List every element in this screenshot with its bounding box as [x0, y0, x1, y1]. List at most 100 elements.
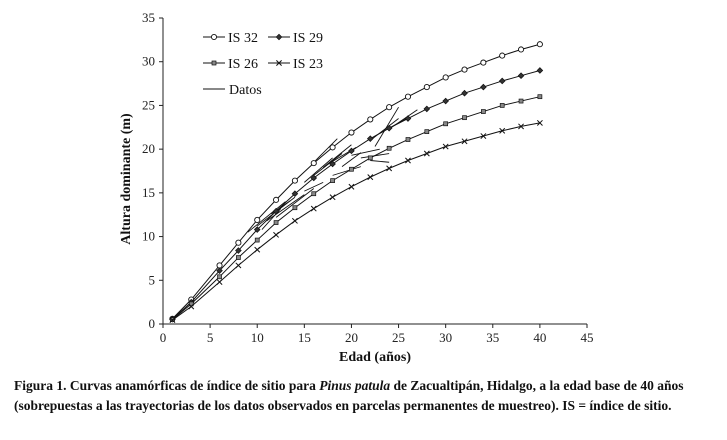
point-diamond [329, 160, 336, 168]
point-square [217, 274, 222, 280]
legend-item: IS 26 [203, 57, 258, 72]
point-circle [536, 41, 543, 48]
point-circle [348, 129, 355, 136]
observed-trajectory [370, 160, 390, 163]
y-tick-label: 35 [142, 10, 155, 25]
axes: 0 5 10 15 20 25 30 35 40 45 0 5 10 15 20 25 30 35 [142, 10, 594, 345]
point-x [235, 262, 242, 269]
point-x [423, 150, 430, 157]
x-tick-label: 20 [345, 330, 358, 345]
point-circle [210, 33, 218, 41]
point-x [405, 157, 411, 164]
point-diamond [366, 135, 374, 142]
point-diamond [442, 97, 449, 105]
point-x [216, 279, 223, 285]
series-line [172, 122, 540, 321]
point-circle [254, 216, 261, 224]
point-circle [423, 84, 430, 91]
observed-trajectory [275, 188, 315, 218]
observed-trajectory [351, 148, 380, 156]
legend-label: IS 32 [228, 31, 258, 46]
point-diamond [404, 115, 412, 122]
point-square [292, 205, 298, 211]
point-circle [442, 74, 449, 81]
legend: IS 32 IS 29 IS 26 IS 23 Datos [203, 31, 323, 98]
point-square [405, 137, 411, 142]
point-square [443, 121, 449, 127]
series-is-26 [170, 94, 543, 322]
series-line [172, 43, 541, 320]
point-circle [291, 177, 298, 184]
point-square [537, 94, 543, 100]
point-circle [386, 104, 393, 111]
point-diamond [348, 147, 355, 155]
point-square [211, 60, 217, 66]
point-diamond [423, 105, 431, 113]
point-x [480, 133, 487, 139]
legend-label: IS 23 [293, 57, 323, 72]
point-diamond [517, 72, 525, 79]
y-tick-label: 0 [149, 316, 156, 331]
point-diamond [253, 226, 261, 233]
point-circle [461, 66, 468, 73]
observed-trajectory [341, 152, 362, 167]
point-diamond [310, 174, 318, 182]
point-x [367, 174, 374, 181]
y-tick-label: 10 [142, 229, 155, 244]
point-diamond [216, 267, 223, 274]
x-tick-label: 15 [298, 330, 311, 345]
y-tick-label: 5 [149, 272, 156, 287]
point-circle [499, 52, 506, 59]
plot-area [169, 41, 544, 324]
point-square [462, 115, 467, 121]
point-x [536, 119, 543, 126]
point-square [236, 255, 241, 260]
point-square [499, 103, 505, 108]
series-is-23 [169, 119, 543, 324]
point-square [330, 178, 335, 183]
y-tick-label: 15 [142, 185, 155, 200]
observed-trajectory [374, 106, 399, 147]
point-diamond [461, 89, 468, 97]
point-circle [273, 196, 280, 203]
point-square [273, 220, 279, 225]
series-is-32 [169, 41, 543, 322]
point-x [499, 127, 506, 134]
x-tick-label: 35 [486, 330, 499, 345]
legend-label: IS 29 [293, 31, 323, 46]
x-tick-label: 25 [392, 330, 405, 345]
point-diamond [536, 67, 544, 74]
observed-trajectory [322, 144, 352, 168]
point-x [329, 194, 336, 201]
point-circle [329, 144, 336, 151]
point-circle [517, 46, 525, 53]
legend-item: Datos [203, 83, 262, 98]
point-square [311, 191, 317, 197]
observed-trajectory [304, 181, 324, 192]
point-x [188, 303, 195, 310]
point-circle [404, 93, 412, 100]
point-square [518, 98, 524, 104]
observed-trajectory [332, 166, 361, 176]
point-x [442, 143, 449, 150]
point-square [367, 155, 373, 161]
point-circle [235, 239, 242, 246]
point-diamond [272, 207, 280, 215]
figure-caption: Figura 1. Curvas anamórficas de índice d… [14, 376, 719, 416]
point-diamond [385, 124, 393, 132]
caption-rest: de Zacualtipán, Hidalgo, a la edad base … [14, 378, 684, 413]
x-tick-label: 5 [207, 330, 214, 345]
observed-trajectory [370, 118, 399, 141]
observed-trajectory [313, 153, 343, 176]
observed-trajectory [304, 157, 333, 183]
point-circle [216, 262, 223, 269]
observed-trajectory [313, 138, 338, 163]
y-axis-title: Altura dominante (m) [119, 113, 134, 245]
point-circle [310, 160, 317, 167]
y-tick-label: 30 [142, 54, 155, 69]
point-x [348, 183, 355, 190]
legend-item: IS 23 [268, 57, 323, 72]
y-tick-label: 20 [142, 141, 155, 156]
caption-label: Figura 1. Curvas anamórficas de índice d… [14, 378, 320, 393]
